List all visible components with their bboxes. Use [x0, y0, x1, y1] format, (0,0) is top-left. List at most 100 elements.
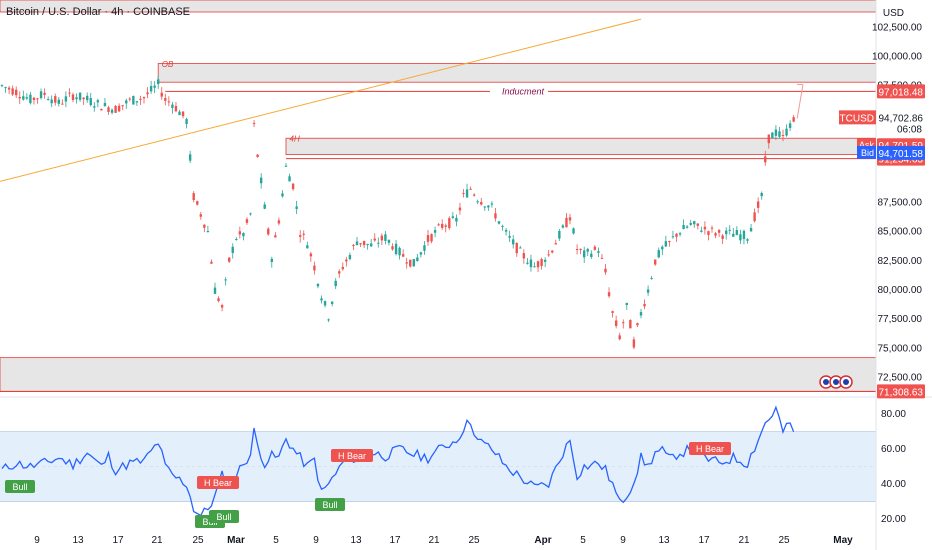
candle-body[interactable]: [29, 94, 32, 104]
candle-body[interactable]: [590, 253, 593, 258]
candle-body[interactable]: [543, 259, 547, 262]
candle-body[interactable]: [689, 222, 692, 225]
candle-body[interactable]: [614, 320, 618, 326]
currency-selector[interactable]: USD: [882, 8, 904, 19]
candle-body[interactable]: [668, 241, 671, 243]
candle-body[interactable]: [526, 262, 529, 264]
candle-body[interactable]: [157, 79, 160, 85]
candle-body[interactable]: [448, 218, 451, 229]
candle-body[interactable]: [561, 225, 565, 228]
candle-body[interactable]: [700, 230, 703, 232]
candle-body[interactable]: [288, 176, 291, 182]
candle-body[interactable]: [188, 154, 192, 161]
candle-body[interactable]: [487, 205, 490, 208]
candle-body[interactable]: [295, 206, 298, 209]
candle-body[interactable]: [792, 117, 795, 122]
candle-body[interactable]: [604, 268, 607, 273]
candle-body[interactable]: [646, 289, 650, 293]
candle-body[interactable]: [171, 104, 174, 108]
candle-body[interactable]: [377, 242, 380, 244]
candle-body[interactable]: [323, 301, 327, 306]
candle-body[interactable]: [430, 234, 433, 242]
candle-body[interactable]: [217, 298, 220, 302]
candle-body[interactable]: [93, 106, 96, 108]
candle-body[interactable]: [717, 229, 721, 233]
candle-body[interactable]: [685, 226, 689, 228]
candle-body[interactable]: [416, 257, 419, 262]
candle-body[interactable]: [490, 203, 494, 205]
candle-body[interactable]: [650, 278, 653, 280]
candle-body[interactable]: [320, 298, 323, 301]
candle-body[interactable]: [213, 287, 217, 294]
candle-body[interactable]: [330, 301, 334, 304]
candle-body[interactable]: [362, 240, 366, 246]
candle-body[interactable]: [313, 265, 316, 271]
candle-body[interactable]: [465, 189, 469, 198]
candle-body[interactable]: [579, 248, 582, 251]
candle-body[interactable]: [167, 101, 171, 103]
candle-body[interactable]: [554, 243, 557, 245]
candle-body[interactable]: [742, 230, 746, 239]
candle-body[interactable]: [96, 100, 100, 103]
candle-body[interactable]: [764, 156, 767, 163]
candle-body[interactable]: [15, 89, 18, 96]
candle-body[interactable]: [263, 204, 266, 209]
candle-body[interactable]: [469, 188, 472, 190]
candle-body[interactable]: [529, 259, 533, 268]
candle-body[interactable]: [46, 99, 50, 101]
candle-body[interactable]: [551, 250, 554, 253]
candle-body[interactable]: [504, 230, 508, 232]
candle-body[interactable]: [302, 233, 305, 235]
candle-body[interactable]: [785, 128, 788, 136]
candle-body[interactable]: [597, 251, 600, 253]
candle-body[interactable]: [472, 194, 476, 196]
candle-body[interactable]: [760, 192, 763, 197]
candle-body[interactable]: [274, 235, 277, 238]
candle-body[interactable]: [703, 226, 707, 230]
candle-body[interactable]: [756, 201, 760, 208]
candle-body[interactable]: [401, 254, 405, 257]
candle-body[interactable]: [334, 280, 337, 287]
candle-body[interactable]: [536, 261, 540, 268]
candle-body[interactable]: [196, 201, 199, 205]
candle-body[interactable]: [501, 225, 504, 227]
candle-body[interactable]: [693, 221, 696, 225]
candle-body[interactable]: [586, 248, 589, 252]
candle-body[interactable]: [558, 231, 561, 239]
candle-body[interactable]: [316, 283, 320, 287]
candle-body[interactable]: [629, 319, 632, 329]
candle-body[interactable]: [476, 201, 479, 203]
candle-body[interactable]: [64, 96, 68, 102]
candle-body[interactable]: [682, 225, 685, 230]
candle-body[interactable]: [732, 233, 735, 237]
candle-body[interactable]: [57, 99, 60, 104]
candle-body[interactable]: [192, 193, 195, 200]
candle-body[interactable]: [462, 193, 465, 195]
candle-body[interactable]: [43, 92, 46, 95]
candle-body[interactable]: [291, 183, 295, 190]
candle-body[interactable]: [89, 98, 92, 106]
candle-body[interactable]: [423, 245, 426, 251]
candle-body[interactable]: [128, 98, 131, 100]
candle-body[interactable]: [497, 221, 501, 224]
candle-body[interactable]: [164, 98, 167, 101]
candle-body[interactable]: [281, 193, 284, 197]
candle-body[interactable]: [728, 229, 731, 231]
candle-body[interactable]: [203, 224, 206, 228]
candle-body[interactable]: [242, 233, 245, 237]
candle-body[interactable]: [228, 257, 231, 262]
zone-2[interactable]: [285, 137, 877, 155]
candle-body[interactable]: [671, 236, 675, 238]
candle-body[interactable]: [75, 97, 78, 100]
candle-body[interactable]: [86, 95, 89, 101]
candle-body[interactable]: [238, 231, 242, 235]
candle-body[interactable]: [199, 214, 202, 217]
candle-body[interactable]: [639, 312, 643, 316]
candle-body[interactable]: [103, 102, 107, 107]
candle-body[interactable]: [231, 246, 234, 253]
candle-body[interactable]: [455, 217, 458, 222]
candle-body[interactable]: [480, 202, 483, 205]
candle-body[interactable]: [181, 111, 185, 117]
rsi-line[interactable]: [1, 405, 795, 517]
candle-body[interactable]: [437, 224, 440, 226]
